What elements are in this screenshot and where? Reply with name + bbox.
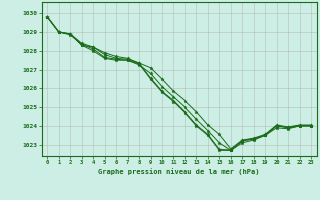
X-axis label: Graphe pression niveau de la mer (hPa): Graphe pression niveau de la mer (hPa) — [99, 168, 260, 175]
